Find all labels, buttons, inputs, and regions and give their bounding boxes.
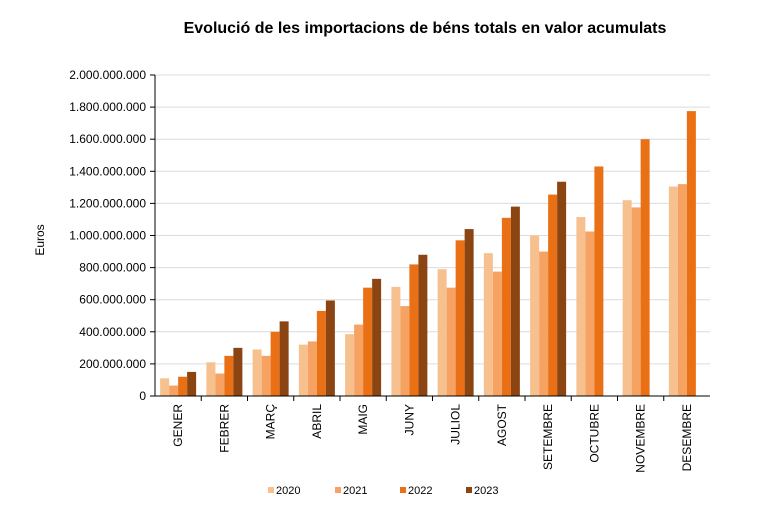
bar-2021-juny	[400, 306, 410, 396]
bar-2023-juny	[418, 254, 428, 396]
bar-2022-abril	[316, 310, 326, 396]
bar-2020-juny	[391, 286, 401, 396]
category-label: ABRIL	[310, 404, 324, 439]
y-tick-label: 800.000.000	[79, 261, 146, 275]
y-tick-label: 1.600.000.000	[69, 132, 146, 146]
axes	[154, 75, 710, 397]
legend-label-2021: 2021	[343, 485, 367, 497]
bar-2020-agost	[483, 253, 493, 396]
category-label: MARÇ	[264, 404, 278, 440]
category-label: OCTUBRE	[587, 404, 601, 463]
legend-swatch-2022	[400, 487, 406, 493]
bar-2021-novembre	[631, 207, 641, 396]
bar-2023-gener	[187, 371, 197, 396]
bar-2023-abril	[325, 300, 335, 396]
bar-2023-agost	[510, 206, 520, 396]
y-tick-labels: 0 200.000.000 400.000.000 600.000.000 800.00…	[69, 68, 146, 403]
y-tick-label: 1.800.000.000	[69, 100, 146, 114]
legend-label-2022: 2022	[408, 485, 432, 497]
y-tick-label: 1.200.000.000	[69, 196, 146, 210]
category-label: JULIOL	[449, 404, 463, 445]
y-axis-title: Euros	[33, 224, 47, 255]
bar-2022-juliol	[455, 240, 465, 396]
category-labels: GENER FEBRER MARÇ ABRIL MAIG JUNY JULIOL AGOST S…	[171, 403, 694, 472]
bar-2021-abril	[307, 341, 317, 396]
y-tick-label: 1.000.000.000	[69, 229, 146, 243]
category-label: SETEMBRE	[541, 404, 555, 470]
bars	[160, 111, 696, 397]
bar-2021-setembre	[539, 251, 549, 396]
bar-2022-juny	[409, 264, 419, 396]
bar-2021-març	[261, 355, 271, 396]
bar-2022-gener	[178, 376, 188, 396]
category-label: DESEMBRE	[680, 404, 694, 471]
category-label: FEBRER	[217, 404, 231, 453]
bar-2021-agost	[492, 271, 502, 396]
bar-2021-desembre	[677, 184, 687, 396]
y-tick-label: 2.000.000.000	[69, 68, 146, 82]
bar-2022-setembre	[548, 194, 558, 396]
bar-2022-octubre	[594, 166, 604, 396]
bar-2020-setembre	[530, 235, 540, 396]
chart-title: Evolució de les importacions de béns tot…	[183, 20, 667, 37]
y-tick-label: 200.000.000	[79, 357, 146, 371]
bar-2020-novembre	[622, 200, 632, 396]
category-label: GENER	[171, 404, 185, 447]
bar-2023-març	[279, 321, 289, 396]
category-label: MAIG	[356, 404, 370, 435]
bar-2023-maig	[372, 278, 382, 396]
bar-2022-maig	[363, 287, 373, 396]
y-tick-label: 1.400.000.000	[69, 164, 146, 178]
legend-label-2023: 2023	[474, 485, 498, 497]
bar-2020-febrer	[206, 362, 216, 396]
bar-2021-febrer	[215, 373, 225, 396]
bar-2023-juliol	[464, 229, 474, 396]
bar-2022-novembre	[640, 139, 650, 396]
bar-2023-febrer	[233, 347, 243, 396]
bar-2020-desembre	[668, 186, 678, 396]
bar-2020-abril	[298, 344, 308, 396]
legend-swatch-2021	[335, 487, 341, 493]
bar-2023-setembre	[557, 181, 567, 396]
category-label: JUNY	[402, 404, 416, 435]
legend: 2020 2021 2022 2023	[268, 485, 498, 497]
y-tick-label: 600.000.000	[79, 293, 146, 307]
bar-2020-maig	[345, 334, 355, 396]
gridlines	[150, 74, 710, 401]
legend-label-2020: 2020	[276, 485, 300, 497]
y-tick-label: 400.000.000	[79, 325, 146, 339]
bar-2020-juliol	[437, 269, 447, 396]
bar-2022-desembre	[686, 111, 696, 397]
legend-swatch-2020	[268, 487, 274, 493]
bar-2022-març	[270, 331, 280, 396]
category-label: NOVEMBRE	[634, 404, 648, 473]
bar-2022-febrer	[224, 355, 234, 396]
bar-2020-octubre	[576, 217, 586, 396]
y-tick-label: 0	[139, 389, 146, 403]
legend-swatch-2023	[466, 487, 472, 493]
bar-2021-gener	[169, 385, 179, 396]
bar-2022-agost	[501, 217, 511, 396]
bar-2021-maig	[354, 324, 364, 396]
bar-2020-març	[252, 349, 262, 396]
bar-2021-octubre	[585, 231, 595, 396]
category-label: AGOST	[495, 403, 509, 446]
bar-2021-juliol	[446, 287, 456, 396]
bar-2020-gener	[160, 378, 170, 396]
